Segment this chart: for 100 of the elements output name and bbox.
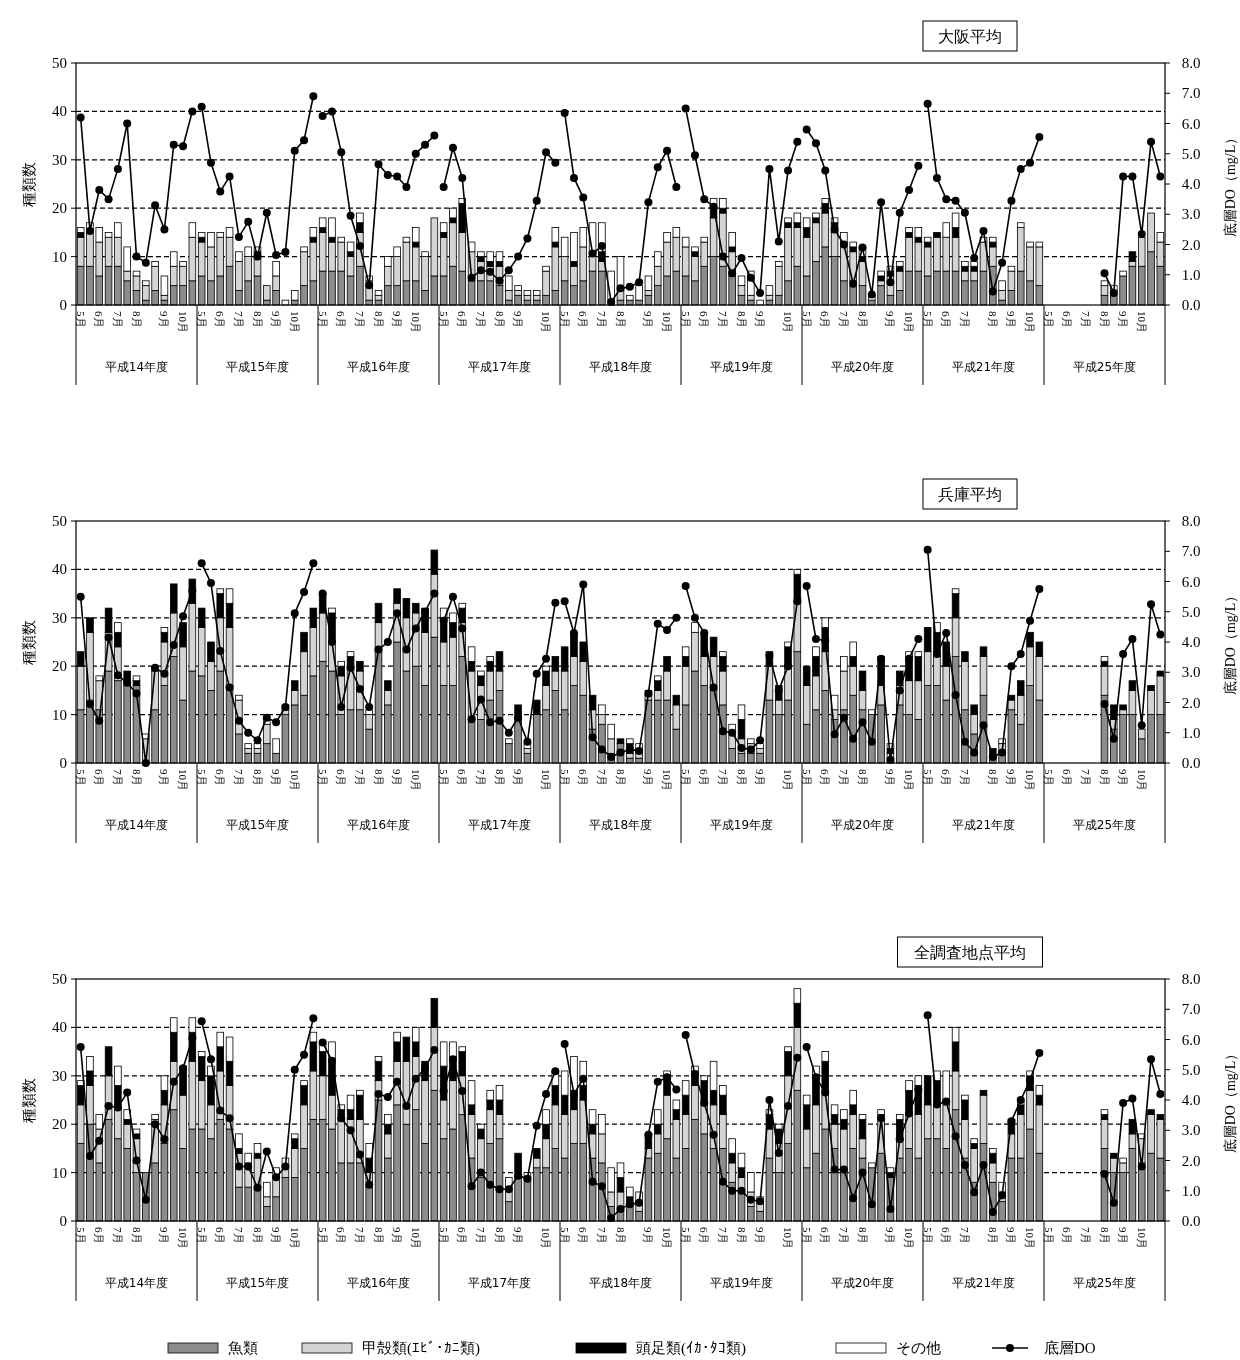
x-tick-label: 7月 (232, 311, 245, 328)
y-tick-label: 20 (52, 1116, 67, 1133)
x-tick-label: 7月 (1079, 769, 1092, 786)
x-tick-label: 7月 (111, 311, 124, 328)
y-tick-label: 50 (52, 971, 67, 987)
x-tick-label: 5月 (1042, 311, 1055, 328)
x-tick-label: 5月 (800, 311, 813, 328)
x-tick-label: 7月 (837, 1227, 850, 1244)
x-tick-label: 6月 (698, 311, 711, 328)
y2-tick-label: 0.0 (1181, 1213, 1201, 1229)
x-tick-label: 7月 (595, 1227, 608, 1244)
x-tick-label: 8月 (372, 1227, 385, 1244)
x-tick-label: 8月 (1098, 769, 1111, 786)
y2-tick-label: 7.0 (1181, 543, 1201, 560)
x-tick-label: 5月 (195, 769, 208, 786)
x-tick-label: 7月 (232, 1227, 245, 1244)
x-tick-label: 8月 (986, 769, 999, 786)
x-tick-label: 10月 (177, 769, 190, 791)
y-tick-label: 40 (52, 561, 67, 578)
x-tick-label: 7月 (716, 1227, 729, 1244)
x-tick-label: 8月 (251, 311, 264, 328)
y2-tick-label: 7.0 (1181, 85, 1201, 102)
x-tick-label: 6月 (214, 769, 227, 786)
x-tick-label: 5月 (1042, 1227, 1055, 1244)
x-tick-label: 9月 (1005, 769, 1018, 786)
x-tick-label: 9月 (270, 1227, 283, 1244)
x-tick-label: 10月 (409, 769, 422, 791)
x-tick-label: 6月 (1061, 311, 1074, 328)
x-tick-label: 5月 (921, 769, 934, 786)
text: 平成18年度 (588, 360, 653, 374)
text: 平成14年度 (104, 360, 169, 374)
x-tick-label: 7月 (837, 769, 850, 786)
x-tick-label: 10月 (540, 769, 553, 791)
x-tick-label: 10月 (177, 311, 190, 333)
x-tick-label: 6月 (940, 769, 953, 786)
x-tick-label: 9月 (158, 311, 171, 328)
text: 平成18年度 (588, 818, 653, 832)
x-tick-label: 9月 (512, 311, 525, 328)
x-tick-label: 8月 (735, 1227, 748, 1244)
x-tick-label: 6月 (456, 1227, 469, 1244)
x-tick-label: 8月 (735, 311, 748, 328)
x-tick-label: 9月 (642, 1227, 655, 1244)
y-tick-label: 50 (52, 55, 67, 71)
x-tick-label: 10月 (409, 1227, 422, 1249)
y-tick-label: 40 (52, 1019, 67, 1036)
y2-tick-label: 5.0 (1181, 145, 1201, 162)
y-tick-label: 10 (52, 1164, 67, 1181)
x-tick-label: 5月 (437, 769, 450, 786)
x-tick-label: 7月 (111, 1227, 124, 1244)
x-tick-label: 6月 (93, 311, 106, 328)
x-tick-label: 8月 (130, 769, 143, 786)
y2-tick-label: 3.0 (1181, 664, 1201, 681)
text: 平成16年度 (346, 818, 411, 832)
text: 平成25年度 (1072, 1276, 1137, 1290)
text: 平成19年度 (709, 818, 774, 832)
text: 平成20年度 (830, 360, 895, 374)
text: 平成15年度 (225, 360, 290, 374)
x-tick-label: 8月 (986, 1227, 999, 1244)
y2-tick-label: 0.0 (1181, 755, 1201, 771)
x-tick-label: 10月 (540, 311, 553, 333)
x-tick-label: 5月 (558, 1227, 571, 1244)
x-tick-label: 8月 (614, 1227, 627, 1244)
x-tick-label: 9月 (884, 311, 897, 328)
x-tick-label: 8月 (493, 1227, 506, 1244)
x-tick-label: 7月 (474, 1227, 487, 1244)
y2-tick-label: 5.0 (1181, 1061, 1201, 1078)
y2-tick-label: 3.0 (1181, 206, 1201, 223)
y2-tick-label: 8.0 (1181, 971, 1201, 987)
x-tick-label: 10月 (903, 311, 916, 333)
x-tick-label: 6月 (93, 1227, 106, 1244)
x-tick-label: 8月 (251, 769, 264, 786)
x-tick-label: 5月 (74, 769, 87, 786)
x-tick-label: 6月 (577, 1227, 590, 1244)
x-tick-label: 5月 (316, 311, 329, 328)
x-tick-label: 9月 (754, 1227, 767, 1244)
x-tick-label: 10月 (1024, 311, 1037, 333)
y-tick-label: 30 (52, 151, 67, 168)
text: 平成17年度 (467, 1276, 532, 1290)
x-tick-label: 6月 (335, 1227, 348, 1244)
x-tick-label: 6月 (819, 769, 832, 786)
y2-tick-label: 4.0 (1181, 1092, 1201, 1108)
text: 平成21年度 (951, 818, 1016, 832)
x-tick-label: 7月 (111, 769, 124, 786)
y2-tick-label: 4.0 (1181, 176, 1201, 192)
x-tick-label: 5月 (558, 311, 571, 328)
x-tick-label: 10月 (288, 769, 301, 791)
y2-tick-label: 4.0 (1181, 634, 1201, 650)
x-tick-label: 9月 (754, 769, 767, 786)
x-tick-label: 10月 (661, 769, 674, 791)
legend-label: 甲殻類(ｴﾋﾞ･ｶﾆ類) (362, 1340, 480, 1357)
x-tick-label: 10月 (288, 1227, 301, 1249)
x-tick-label: 8月 (493, 769, 506, 786)
x-tick-label: 10月 (782, 769, 795, 791)
x-tick-label: 7月 (958, 311, 971, 328)
x-tick-label: 10月 (661, 1227, 674, 1249)
x-tick-label: 10月 (1024, 1227, 1037, 1249)
text: 平成15年度 (225, 818, 290, 832)
x-tick-label: 5月 (921, 311, 934, 328)
y-axis-title: 種類数 (21, 1077, 37, 1123)
x-tick-label: 7月 (353, 769, 366, 786)
